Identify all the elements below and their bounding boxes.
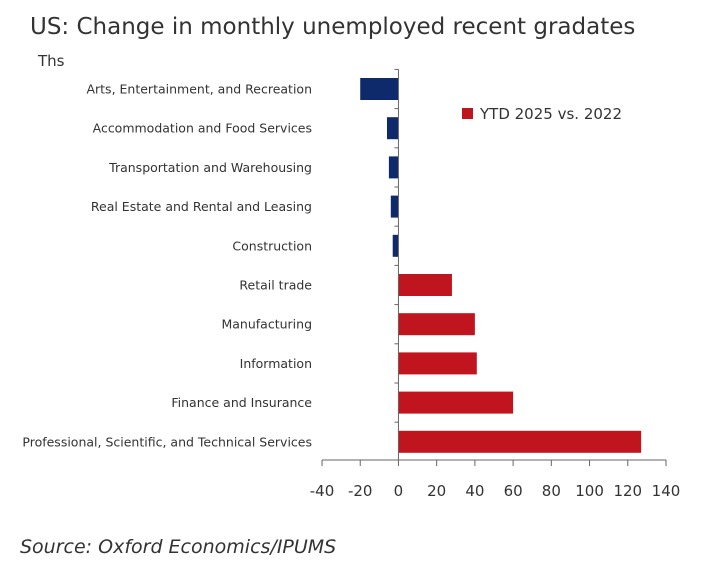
category-label-4: Construction (232, 238, 312, 253)
category-label-2: Transportation and Warehousing (108, 160, 312, 175)
bar-2 (388, 156, 399, 179)
bar-4 (392, 234, 399, 257)
category-label-8: Finance and Insurance (171, 395, 312, 410)
x-tick-label-0: -40 (310, 482, 335, 500)
legend-label: YTD 2025 vs. 2022 (479, 105, 622, 123)
bar-5 (398, 274, 452, 296)
category-label-1: Accommodation and Food Services (93, 121, 312, 136)
bar-9 (398, 430, 642, 453)
bars-group (360, 78, 642, 453)
bar-1 (386, 117, 399, 140)
bar-0 (360, 78, 399, 100)
legend-swatch (462, 108, 473, 119)
chart-title: US: Change in monthly unemployed recent … (30, 14, 636, 40)
axes-group: -40 -20 0 20 40 60 80 100 120 140 (310, 68, 681, 500)
x-tick-label-7: 100 (575, 482, 604, 500)
x-tick-label-1: -20 (348, 482, 373, 500)
bar-7 (398, 352, 477, 375)
category-labels: Arts, Entertainment, and Recreation Accom… (22, 82, 312, 450)
x-tick-label-9: 140 (652, 482, 681, 500)
source-note: Source: Oxford Economics/IPUMS (20, 536, 337, 558)
legend: YTD 2025 vs. 2022 (462, 105, 622, 123)
x-tick-label-4: 40 (465, 482, 484, 500)
bar-3 (390, 195, 399, 218)
category-label-3: Real Estate and Rental and Leasing (91, 199, 312, 214)
x-tick-label-5: 60 (504, 482, 523, 500)
bar-8 (398, 391, 514, 414)
category-label-9: Professional, Scientific, and Technical … (22, 434, 312, 449)
category-label-7: Information (240, 356, 312, 371)
bar-6 (398, 313, 475, 336)
category-label-5: Retail trade (239, 278, 312, 293)
x-tick-label-3: 20 (427, 482, 446, 500)
category-label-0: Arts, Entertainment, and Recreation (86, 82, 312, 97)
category-label-6: Manufacturing (221, 317, 312, 332)
unit-label: Ths (38, 52, 65, 70)
x-tick-label-8: 120 (613, 482, 642, 500)
x-tick-label-2: 0 (394, 482, 404, 500)
x-tick-label-6: 80 (542, 482, 561, 500)
